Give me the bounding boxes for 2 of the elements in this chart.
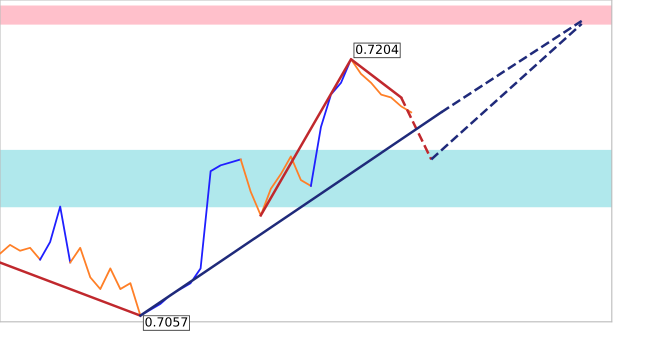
annotation: 0.7204 [356, 44, 398, 54]
text: 0.7057 [145, 317, 188, 327]
